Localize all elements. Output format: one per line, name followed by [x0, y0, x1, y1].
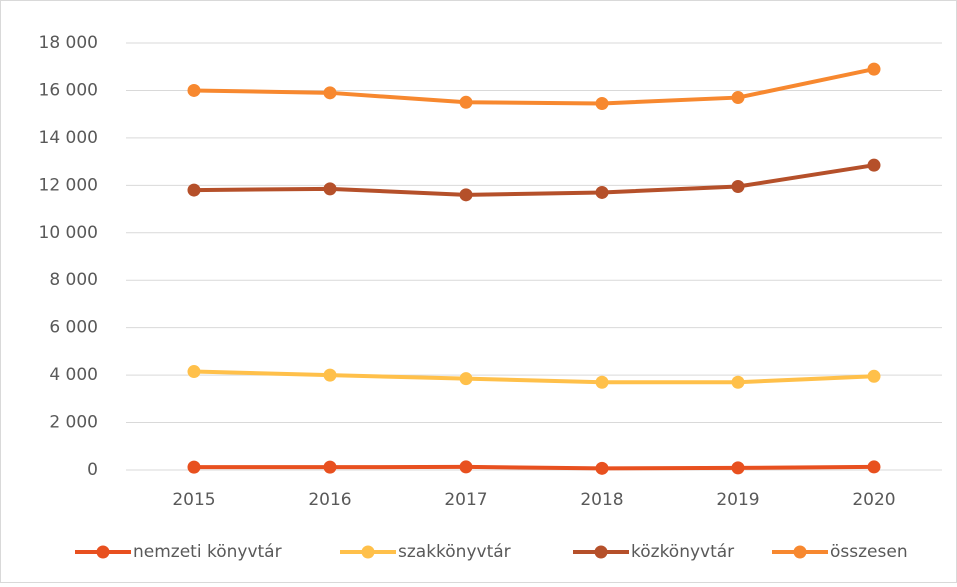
- point: [459, 460, 473, 474]
- point: [323, 182, 337, 196]
- point: [595, 375, 609, 389]
- series-line: [194, 464, 875, 471]
- y-tick-label: 8 000: [49, 270, 98, 290]
- legend-label: összesen: [830, 542, 908, 562]
- point: [731, 180, 745, 194]
- series-line: [193, 369, 875, 385]
- x-tick-label: 2019: [716, 490, 759, 510]
- y-tick-label: 10 000: [39, 223, 98, 243]
- point: [187, 365, 201, 379]
- point: [187, 83, 201, 97]
- y-tick-label: 0: [87, 460, 98, 480]
- point: [323, 460, 337, 474]
- point: [867, 369, 881, 383]
- point: [867, 460, 881, 474]
- legend-label: közkönyvtár: [631, 542, 734, 562]
- point: [323, 368, 337, 382]
- y-tick-label: 2 000: [49, 413, 98, 433]
- point: [595, 185, 609, 199]
- legend-marker: [96, 545, 110, 559]
- y-tick-label: 4 000: [49, 365, 98, 385]
- y-tick-label: 18 000: [39, 33, 98, 53]
- point: [459, 95, 473, 109]
- point: [187, 183, 201, 197]
- legend-label: nemzeti könyvtár: [133, 542, 282, 562]
- legend-marker: [361, 545, 375, 559]
- point: [187, 460, 201, 474]
- legend-marker: [594, 545, 608, 559]
- y-tick-label: 6 000: [49, 318, 98, 338]
- y-tick-label: 14 000: [39, 128, 98, 148]
- point: [595, 96, 609, 110]
- x-tick-label: 2016: [308, 490, 351, 510]
- legend-label: szakkönyvtár: [398, 542, 511, 562]
- series-line: [193, 163, 875, 197]
- point: [867, 62, 881, 76]
- point: [867, 158, 881, 172]
- x-tick-label: 2017: [444, 490, 487, 510]
- point: [731, 91, 745, 105]
- point: [595, 461, 609, 475]
- point: [459, 372, 473, 386]
- legend-marker: [793, 545, 807, 559]
- point: [323, 86, 337, 100]
- x-tick-label: 2015: [172, 490, 215, 510]
- series-line: [193, 67, 875, 106]
- y-tick-label: 12 000: [39, 175, 98, 195]
- point: [731, 375, 745, 389]
- point: [731, 461, 745, 475]
- y-tick-label: 16 000: [39, 80, 98, 100]
- point: [459, 188, 473, 202]
- x-tick-label: 2018: [580, 490, 623, 510]
- x-tick-label: 2020: [852, 490, 895, 510]
